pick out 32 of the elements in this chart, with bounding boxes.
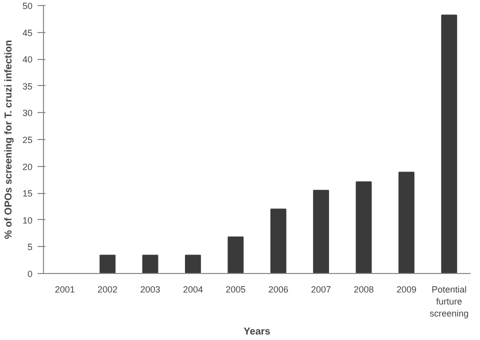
bar xyxy=(441,14,458,274)
y-axis-title: % of OPOs screening for T. cruzi infection xyxy=(3,40,14,239)
x-tick-label: 2001 xyxy=(54,284,75,294)
y-tick-label: 20 xyxy=(22,162,33,172)
bar xyxy=(398,172,414,274)
x-tick-label: 2009 xyxy=(396,284,416,294)
y-tick-label: 10 xyxy=(22,215,33,226)
bar xyxy=(356,181,372,274)
y-tick-label: 15 xyxy=(22,188,33,199)
y-tick-label: 35 xyxy=(22,81,33,92)
y-tick-label: 40 xyxy=(22,54,33,65)
bar xyxy=(270,208,286,274)
x-tick-label: 2002 xyxy=(98,284,118,294)
y-tick-label: 50 xyxy=(22,1,33,11)
x-tick-label: 2003 xyxy=(140,284,160,294)
x-tick-label: 2004 xyxy=(182,284,203,294)
x-tick-label: 2007 xyxy=(311,284,332,294)
x-axis-title: Years xyxy=(244,326,271,338)
x-tick-label: 2008 xyxy=(354,284,374,294)
y-tick-label: 25 xyxy=(22,135,33,145)
y-tick-label: 0 xyxy=(27,269,33,279)
y-tick-label: 45 xyxy=(22,28,33,38)
bar xyxy=(228,236,244,274)
x-tick-label: 2005 xyxy=(226,284,246,294)
x-tick-label: 2006 xyxy=(268,284,288,294)
bar xyxy=(313,190,330,274)
y-tick-label: 5 xyxy=(27,242,33,252)
bar xyxy=(100,254,116,274)
y-tick-label: 30 xyxy=(22,108,33,118)
bar xyxy=(184,254,201,274)
x-tick-label: Potential furture screening xyxy=(430,284,469,318)
bar xyxy=(142,254,158,274)
